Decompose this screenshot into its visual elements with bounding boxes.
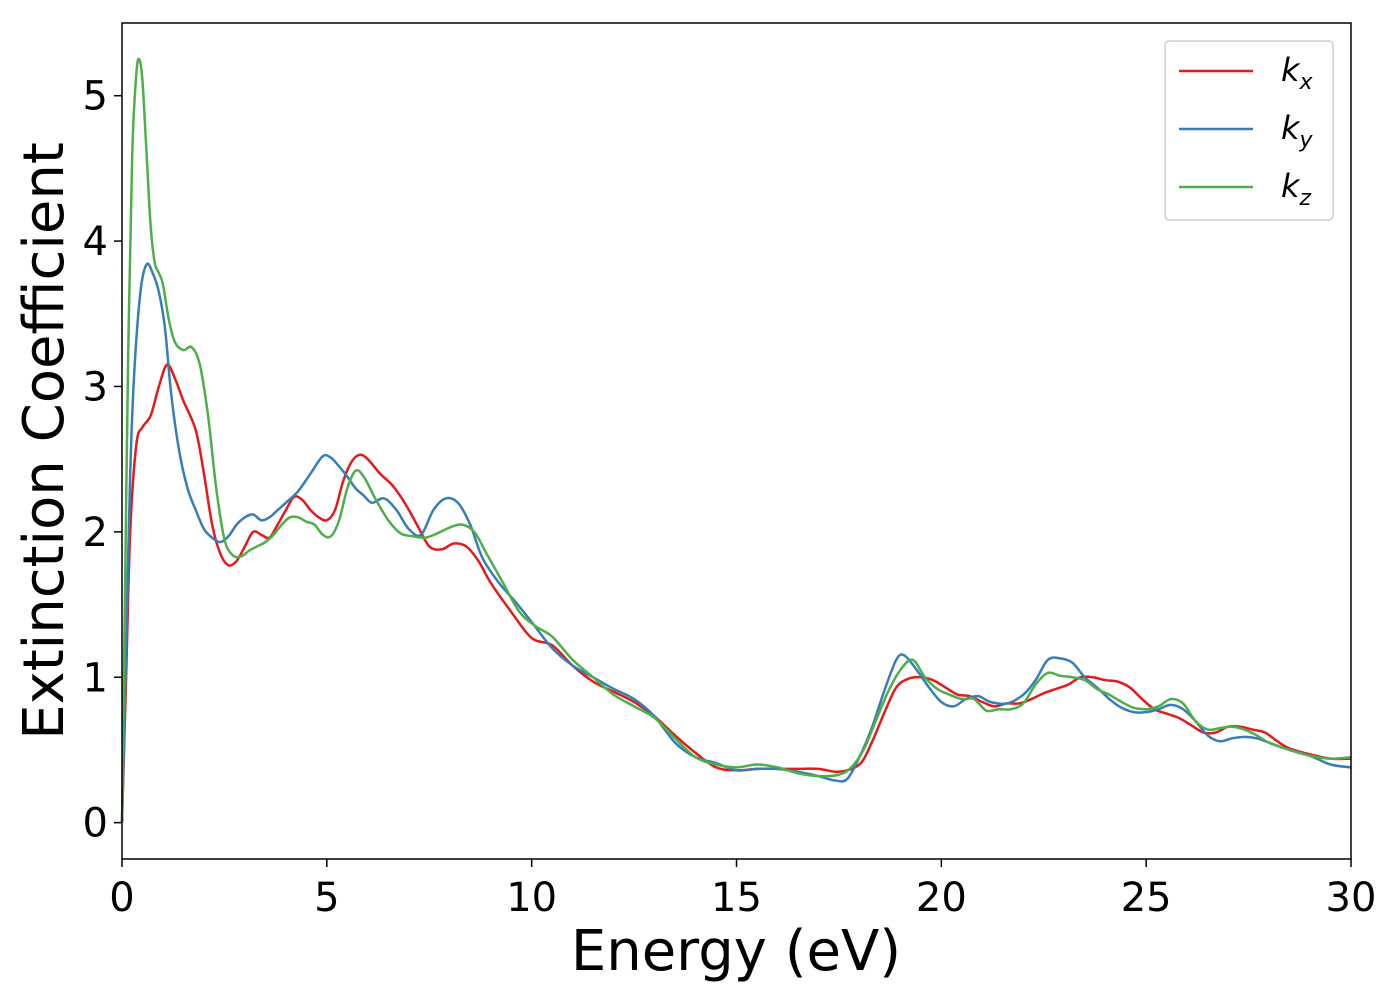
y-axis-ticks: 0 1 2 3 4 5 xyxy=(83,74,122,847)
x-tick-label: 15 xyxy=(711,875,762,921)
x-tick-label: 10 xyxy=(506,875,557,921)
x-axis-label: Energy (eV) xyxy=(571,919,901,984)
x-tick-label: 0 xyxy=(109,875,134,921)
y-tick-label: 0 xyxy=(83,801,108,847)
x-tick-label: 30 xyxy=(1326,875,1377,921)
x-tick-label: 20 xyxy=(916,875,967,921)
series-line-z xyxy=(120,57,1352,823)
series-group xyxy=(120,57,1352,823)
x-axis-ticks: 0 5 10 15 20 25 30 xyxy=(109,859,1376,921)
y-tick-label: 2 xyxy=(83,510,108,556)
plot-area xyxy=(122,23,1351,859)
legend: kx ky kz xyxy=(1164,40,1334,221)
legend-box xyxy=(1164,40,1334,221)
x-tick-label: 5 xyxy=(314,875,339,921)
y-tick-label: 1 xyxy=(83,655,108,701)
y-tick-label: 3 xyxy=(83,364,108,410)
series-line-y xyxy=(120,262,1352,823)
y-tick-label: 5 xyxy=(83,74,108,120)
legend-label-x: kx xyxy=(1281,51,1314,95)
series-line-x xyxy=(120,363,1352,823)
legend-label-z: kz xyxy=(1281,167,1312,211)
y-tick-label: 4 xyxy=(83,219,108,265)
legend-label-y: ky xyxy=(1281,109,1314,153)
y-axis-label: Extinction Coefficient xyxy=(12,142,77,740)
x-tick-label: 25 xyxy=(1121,875,1172,921)
